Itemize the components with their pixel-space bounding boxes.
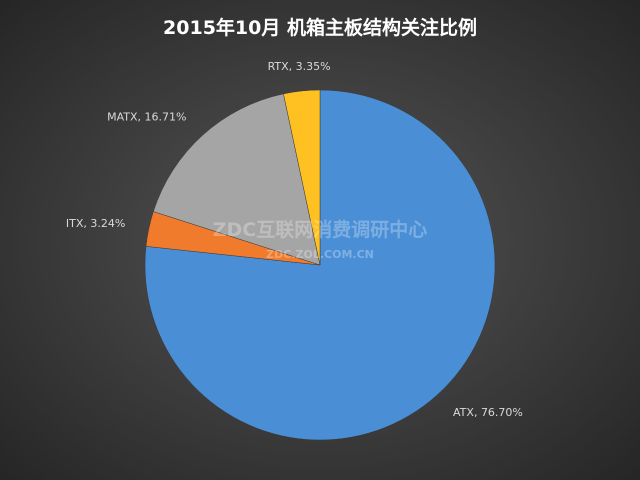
separator: , — [83, 217, 90, 230]
separator: , — [474, 406, 481, 419]
slice-category: ATX — [453, 406, 474, 419]
pie-slice — [153, 93, 321, 266]
slice-label: MATX, 16.71% — [107, 110, 186, 123]
slice-category: MATX — [107, 110, 138, 123]
slice-label: ATX, 76.70% — [453, 406, 523, 419]
slice-value-label: 16.71% — [145, 110, 187, 123]
separator: , — [289, 60, 296, 73]
slice-label: RTX, 3.35% — [268, 60, 331, 73]
slice-value-label: 76.70% — [481, 406, 523, 419]
slice-category: ITX — [66, 217, 84, 230]
chart-title: 2015年10月 机箱主板结构关注比例 — [163, 16, 477, 39]
slice-label: ITX, 3.24% — [66, 217, 125, 230]
slice-value-label: 3.35% — [296, 60, 331, 73]
watermark: ZDC互联网消费调研中心 — [213, 218, 428, 241]
watermark-url: ZDC.ZOL.COM.CN — [266, 248, 374, 261]
pie — [144, 89, 496, 441]
slice-value-label: 3.24% — [90, 217, 125, 230]
slice-category: RTX — [268, 60, 290, 73]
pie-slice — [283, 89, 321, 266]
separator: , — [138, 110, 145, 123]
